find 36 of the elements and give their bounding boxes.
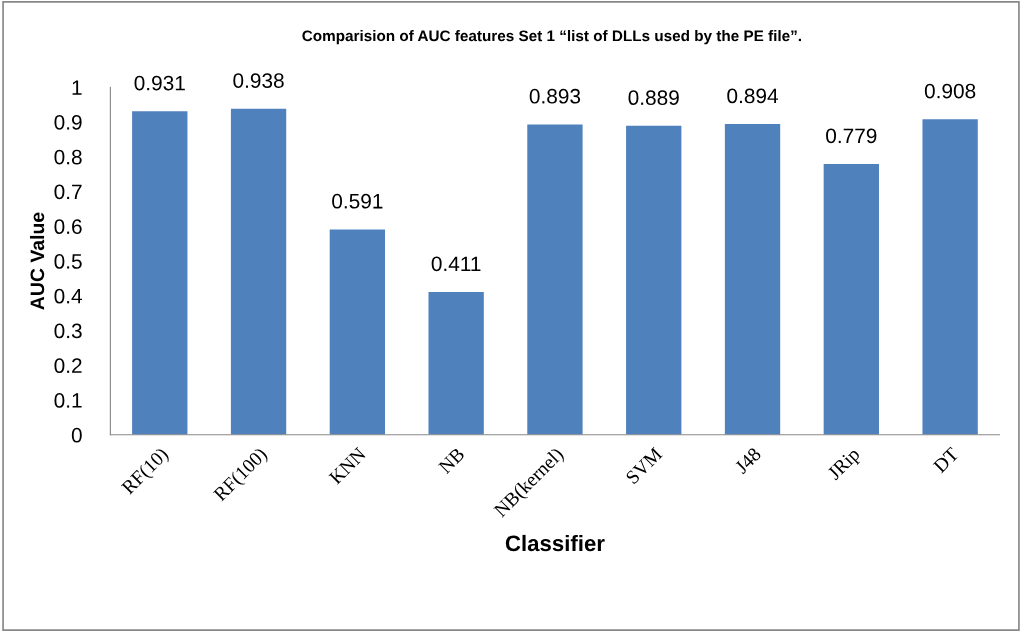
y-tick-label: 0.9 bbox=[54, 114, 82, 130]
data-label: 0.779 bbox=[826, 128, 877, 144]
data-label: 0.591 bbox=[332, 193, 383, 209]
y-tick-label: 0.1 bbox=[54, 393, 82, 408]
y-tick-label: 0.7 bbox=[54, 184, 82, 200]
bar bbox=[724, 124, 781, 435]
data-label: 0.931 bbox=[134, 75, 185, 91]
bar bbox=[230, 108, 287, 435]
x-tick-label: JRip bbox=[826, 446, 864, 484]
bar bbox=[329, 229, 386, 435]
x-tick-label: J48 bbox=[734, 446, 762, 475]
chart-title: Comparision of AUC features Set 1 “list of DLLs used by the PE file”. bbox=[302, 30, 801, 45]
data-label: 0.908 bbox=[924, 83, 976, 99]
bar bbox=[823, 164, 879, 435]
y-tick-label: 0.6 bbox=[54, 219, 82, 235]
data-label: 0.894 bbox=[727, 88, 778, 104]
bar bbox=[132, 111, 188, 435]
data-label: 0.889 bbox=[628, 90, 679, 106]
data-label: 0.411 bbox=[431, 256, 481, 272]
y-tick-label: 0 bbox=[71, 427, 82, 443]
data-label: 0.938 bbox=[233, 73, 284, 88]
y-tick-label: 1 bbox=[72, 80, 82, 95]
x-tick-label: DT bbox=[932, 446, 960, 474]
data-label: 0.893 bbox=[529, 88, 581, 104]
bar bbox=[428, 291, 484, 435]
y-tick-label: 0.8 bbox=[54, 149, 82, 165]
y-tick-label: 0.3 bbox=[54, 323, 82, 339]
y-tick-label: 0.2 bbox=[54, 358, 82, 374]
bar bbox=[527, 124, 583, 435]
y-tick-label: 0.4 bbox=[54, 288, 82, 304]
x-axis-title: Classifier bbox=[505, 534, 605, 552]
y-axis-title: AUC Value bbox=[29, 212, 45, 310]
x-tick-label: NB bbox=[437, 447, 466, 475]
bar bbox=[922, 119, 978, 435]
bar bbox=[626, 125, 682, 435]
y-tick-label: 0.5 bbox=[54, 254, 82, 269]
